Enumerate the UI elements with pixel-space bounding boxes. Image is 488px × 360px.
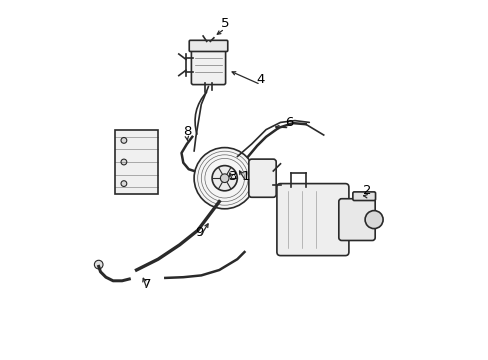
Circle shape (365, 211, 382, 229)
Text: 1: 1 (242, 170, 250, 183)
Text: 7: 7 (143, 278, 151, 291)
Text: 6: 6 (285, 116, 293, 129)
FancyBboxPatch shape (248, 159, 276, 197)
Text: 5: 5 (220, 17, 228, 30)
Text: 2: 2 (362, 184, 370, 197)
Text: 8: 8 (183, 125, 191, 138)
Circle shape (121, 138, 126, 143)
Circle shape (121, 159, 126, 165)
FancyBboxPatch shape (338, 199, 374, 240)
Circle shape (94, 260, 103, 269)
Circle shape (220, 174, 228, 183)
Circle shape (212, 166, 237, 191)
Text: 4: 4 (256, 73, 264, 86)
Bar (115, 130, 158, 194)
FancyBboxPatch shape (276, 184, 348, 256)
Text: 3: 3 (228, 170, 237, 183)
FancyBboxPatch shape (189, 40, 227, 51)
Circle shape (121, 181, 126, 186)
Text: 9: 9 (195, 226, 203, 239)
FancyBboxPatch shape (191, 45, 225, 85)
FancyBboxPatch shape (352, 192, 375, 201)
Circle shape (194, 148, 255, 209)
